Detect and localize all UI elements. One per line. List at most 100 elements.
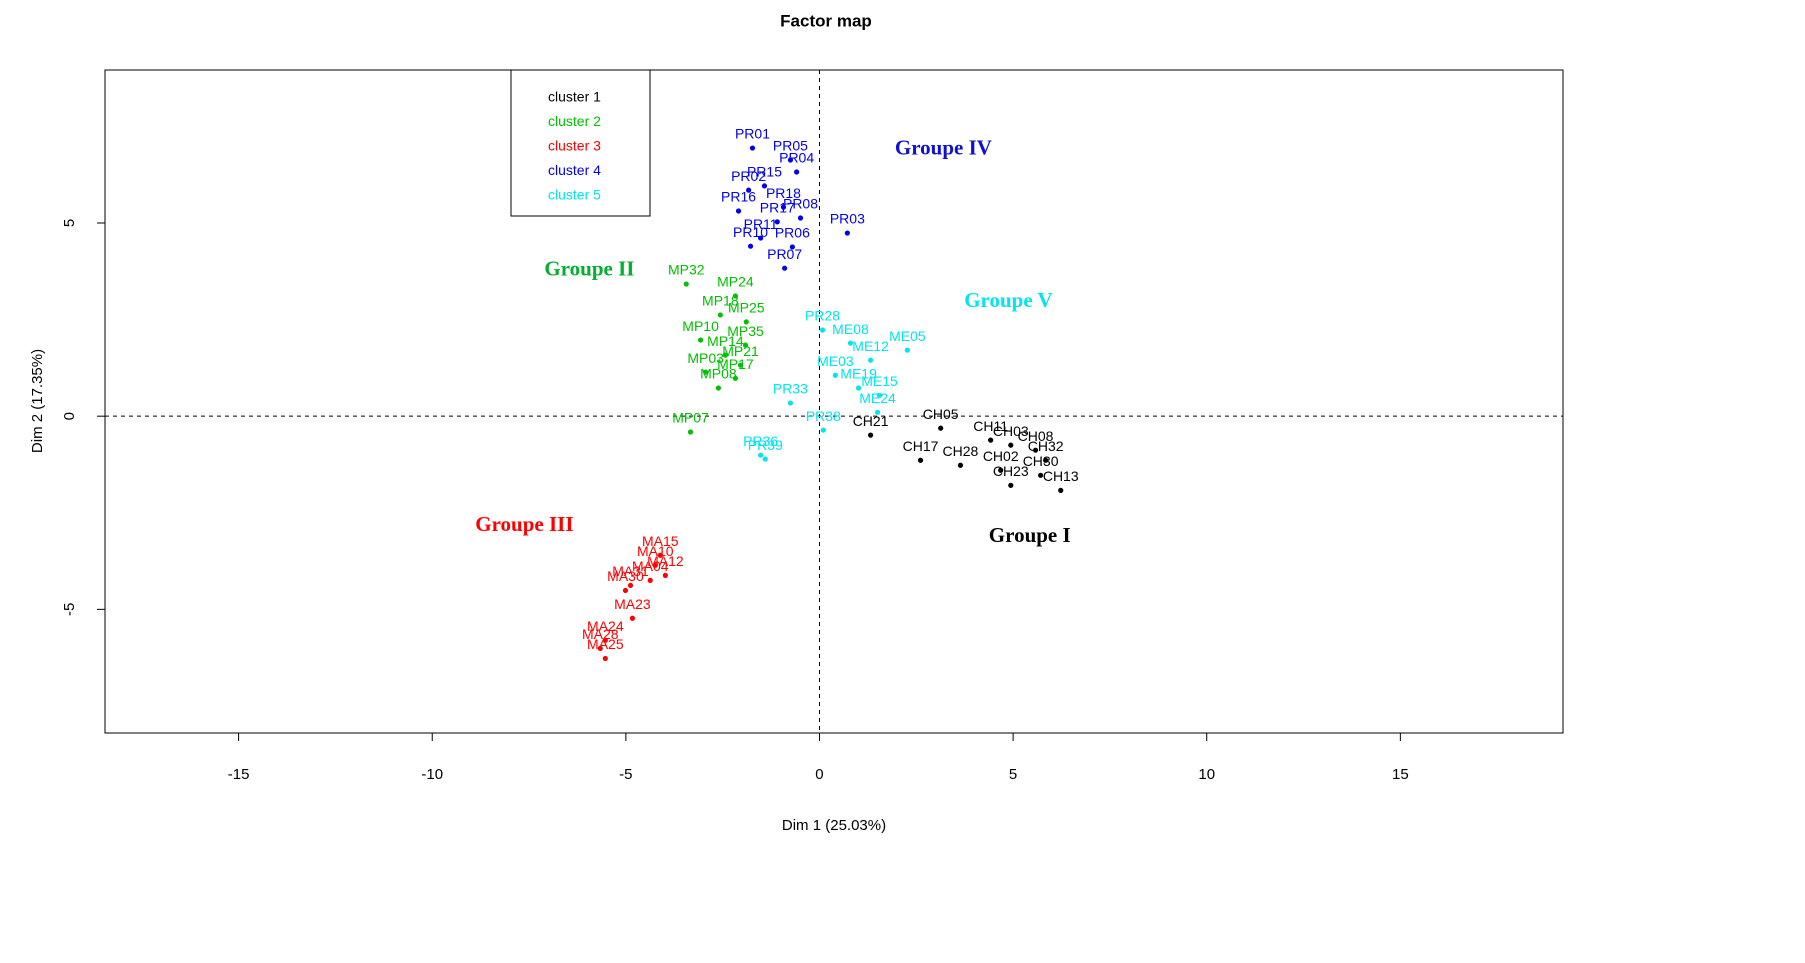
- point-label: MA23: [614, 596, 651, 612]
- point: [761, 183, 768, 189]
- point-label: CH05: [923, 406, 959, 422]
- point-label: PR18: [766, 185, 801, 201]
- point-label: MA28: [582, 626, 619, 642]
- point-label: PR16: [721, 189, 756, 205]
- point-label: PR07: [767, 246, 802, 262]
- point: [787, 157, 794, 163]
- point: [789, 244, 795, 250]
- point-label: PR08: [783, 196, 818, 212]
- point-label: PR15: [747, 164, 782, 180]
- annotation: Groupe II: [544, 257, 634, 281]
- point-label: MP21: [722, 343, 759, 359]
- point-label: CH21: [853, 413, 889, 429]
- point: [832, 372, 838, 378]
- point: [662, 572, 668, 578]
- y-tick-label: 5: [61, 219, 78, 227]
- point: [758, 235, 764, 241]
- point: [876, 392, 883, 398]
- point-label: PR05: [773, 138, 808, 154]
- point-label: CH11: [973, 418, 1008, 434]
- point: [1043, 457, 1049, 463]
- point-label: CH13: [1043, 468, 1079, 484]
- point-label: PR01: [735, 126, 770, 142]
- point: [737, 362, 744, 368]
- point: [758, 452, 764, 458]
- point-label: PR36: [743, 433, 778, 449]
- point: [1032, 447, 1039, 453]
- point: [867, 357, 874, 363]
- point: [597, 645, 603, 651]
- point: [998, 467, 1004, 473]
- point: [988, 437, 994, 443]
- chart-title: Factor map: [780, 11, 872, 30]
- point-label: CH03: [993, 423, 1029, 439]
- x-tick-label: -10: [421, 766, 443, 783]
- point: [957, 462, 964, 468]
- point: [602, 637, 608, 643]
- point: [844, 230, 850, 236]
- point-label: MP10: [682, 318, 719, 334]
- point: [652, 562, 658, 568]
- x-tick-label: 0: [815, 766, 823, 783]
- point: [1008, 442, 1014, 448]
- point-label: PR03: [830, 211, 865, 227]
- point-label: PR33: [773, 381, 808, 397]
- point: [794, 169, 800, 175]
- point-label: PR10: [733, 224, 768, 240]
- annotation: Groupe I: [989, 523, 1071, 547]
- point: [774, 219, 780, 225]
- x-tick-label: 15: [1392, 766, 1409, 783]
- point: [687, 429, 694, 435]
- x-tick-label: 10: [1198, 766, 1215, 783]
- point: [746, 187, 752, 193]
- point: [732, 293, 739, 299]
- point: [743, 319, 749, 325]
- point: [819, 327, 826, 333]
- point: [1058, 487, 1064, 493]
- point-label: MP35: [727, 323, 764, 339]
- point: [867, 432, 874, 438]
- point: [735, 208, 742, 214]
- point-label: PR11: [744, 216, 778, 232]
- x-axis-label: Dim 1 (25.03%): [782, 817, 886, 834]
- y-axis-label: Dim 2 (17.35%): [29, 349, 46, 453]
- point-label: MP07: [672, 410, 709, 426]
- point: [657, 552, 663, 558]
- point: [647, 577, 653, 583]
- point: [820, 427, 826, 433]
- point-label: PR06: [775, 225, 810, 241]
- point-label: CH02: [983, 448, 1019, 464]
- point-label: PR39: [748, 437, 783, 453]
- point: [904, 347, 910, 353]
- point: [602, 655, 608, 662]
- x-tick-label: -15: [228, 766, 250, 783]
- point-label: ME19: [840, 366, 877, 382]
- point: [847, 340, 854, 346]
- point-label: CH28: [943, 443, 979, 459]
- point-label: MP24: [717, 274, 754, 290]
- point-label: ME03: [817, 353, 854, 369]
- point: [703, 369, 709, 375]
- point: [732, 375, 739, 381]
- point: [797, 215, 804, 221]
- point: [855, 385, 862, 391]
- point: [683, 281, 689, 287]
- point: [782, 265, 788, 271]
- legend-entry: cluster 4: [548, 162, 601, 178]
- point-label: ME24: [859, 390, 896, 406]
- point: [874, 409, 881, 415]
- y-tick-label: 0: [61, 412, 78, 420]
- x-tick-label: -5: [619, 766, 632, 783]
- point: [629, 615, 636, 621]
- point: [722, 352, 728, 358]
- point: [1037, 472, 1044, 478]
- point-label: CH32: [1028, 438, 1064, 454]
- point-label: MA04: [632, 558, 669, 574]
- point-label: CH08: [1018, 428, 1054, 444]
- x-tick-label: 5: [1009, 766, 1017, 783]
- point: [787, 400, 794, 406]
- point: [762, 456, 768, 462]
- point: [1008, 482, 1014, 488]
- point-label: MA30: [607, 568, 644, 584]
